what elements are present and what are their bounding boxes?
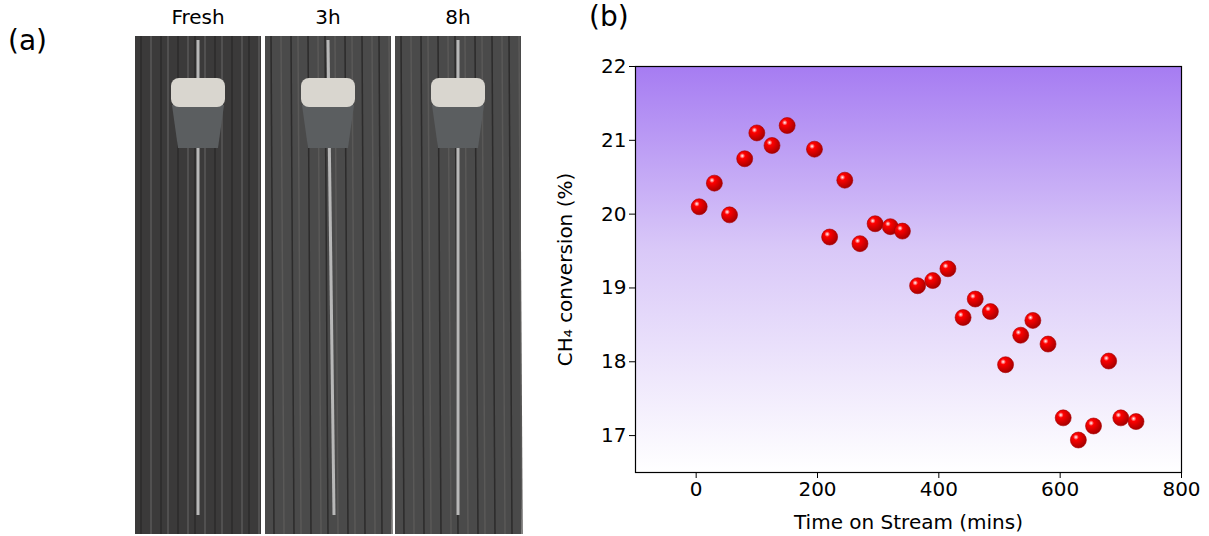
svg-text:17: 17	[601, 423, 626, 447]
svg-text:200: 200	[798, 477, 836, 501]
svg-text:CH₄ conversion (%): CH₄ conversion (%)	[553, 173, 577, 367]
html-text:(a): (a)	[8, 24, 47, 57]
svg-text:400: 400	[920, 477, 958, 501]
svg-text:Fresh: Fresh	[171, 5, 224, 29]
svg-text:22: 22	[601, 54, 626, 78]
svg-text:800: 800	[1162, 477, 1200, 501]
svg-text:Time on Stream (mins): Time on Stream (mins)	[793, 510, 1023, 534]
svg-text:21: 21	[601, 128, 626, 152]
svg-text:19: 19	[601, 275, 626, 299]
svg-text:3h: 3h	[315, 5, 340, 29]
svg-text:18: 18	[601, 349, 626, 373]
html-text:(b): (b)	[589, 0, 629, 33]
svg-text:0: 0	[690, 477, 703, 501]
svg-text:600: 600	[1041, 477, 1079, 501]
svg-text:20: 20	[601, 202, 626, 226]
svg-text:8h: 8h	[445, 5, 470, 29]
